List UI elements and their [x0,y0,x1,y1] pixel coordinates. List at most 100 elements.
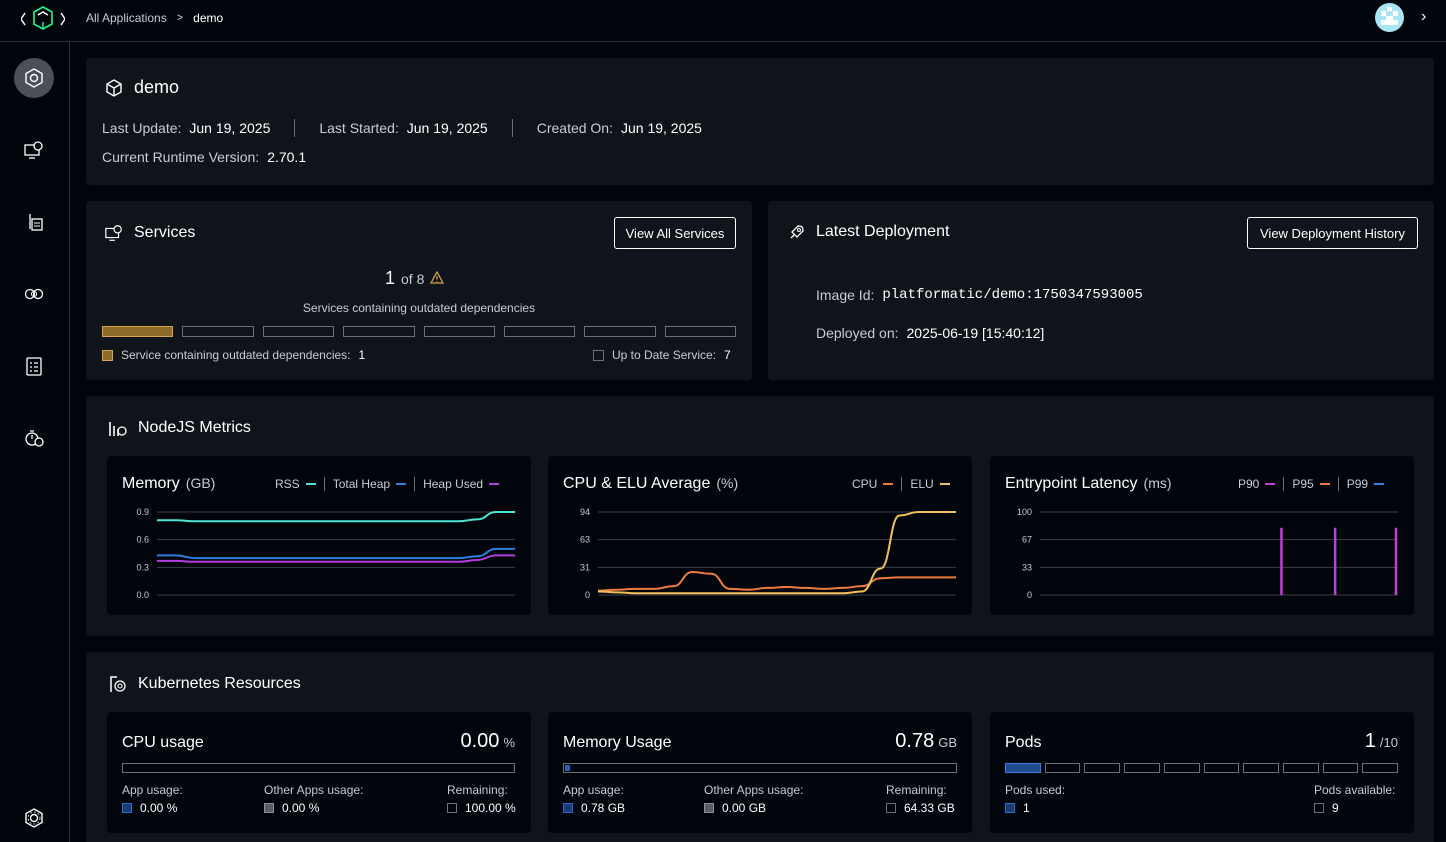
k8s-pods-used-label: Pods used: [1005,783,1066,797]
hexagon-gear-icon [25,68,43,88]
memory-title-text: Memory [122,475,180,492]
outdated-legend: Service containing outdated dependencies… [102,348,365,362]
latency-chart: 100 67 33 0 [1017,507,1398,600]
k8s-pods-title: Pods [1005,734,1042,751]
latency-chart-card [990,456,1414,615]
avatar[interactable] [1375,3,1404,32]
sidebar [0,42,70,842]
y-tick-label: 33 [1022,562,1032,572]
y-tick-label: 0.0 [136,590,149,600]
services-title-text: Services [134,224,196,241]
memory-legend: RSS Total Heap Heap Used [275,477,500,491]
stopwatch-gear-icon [25,430,44,447]
last-started-value: Jun 19, 2025 [406,120,488,136]
latency-title-text: Entrypoint Latency [1005,475,1138,492]
deployment-title-text: Latest Deployment [816,223,950,240]
legend-p90: P90 [1238,477,1276,491]
nodejs-metrics-title-text: NodeJS Metrics [138,419,251,436]
cpu-chart-title: CPU & ELU Average (%) [563,475,738,493]
memory-line-chart: 0.9 0.6 0.3 0.0 [136,507,515,600]
breadcrumb-all-applications[interactable]: All Applications [86,11,167,25]
k8s-cpu-other-label: Other Apps usage: [264,783,364,797]
service-bar [664,326,736,337]
platformatic-logo-icon[interactable] [21,5,65,33]
pod-bar [1084,763,1121,773]
k8s-pods-used-value: 1 [1005,801,1030,815]
pod-bar [1243,763,1279,773]
k8s-cpu-title: CPU usage [122,734,204,751]
runtime-value: 2.70.1 [267,149,307,165]
services-title: Services [104,223,195,243]
series-line-heap-used [157,554,515,563]
warning-icon [430,271,445,284]
linked-circles-icon [24,288,44,300]
y-tick-label: 67 [1022,535,1032,545]
app-title: demo [104,77,179,98]
service-bar [262,326,335,337]
services-panel [86,201,752,380]
created-on-label: Created On: [536,120,613,136]
view-deployment-history-button[interactable]: View Deployment History [1247,217,1418,249]
y-tick-label: 0 [585,590,590,600]
services-status-bars [102,326,736,337]
pod-bar-used [1005,763,1041,773]
legend-heap-used: Heap Used [423,477,500,491]
k8s-cpu-app-label: App usage: [122,783,183,797]
uptodate-legend-label: Up to Date Service: [612,348,717,362]
chevron-right-icon[interactable]: › [1421,8,1427,25]
sidebar-item-services[interactable] [14,130,54,170]
y-tick-label: 0.9 [136,507,149,517]
deployed-on-value: 2025-06-19 [15:40:12] [906,325,1045,341]
rocket-icon [790,225,804,239]
outdated-swatch [102,349,113,361]
pod-bar [1044,763,1081,773]
memory-unit: (GB) [185,475,216,491]
sidebar-item-overview[interactable] [14,58,54,98]
y-tick-label: 0 [1027,590,1032,600]
image-id-label: Image Id: [816,287,875,303]
pod-bar [1322,763,1359,773]
service-bar [584,326,656,337]
k8s-memory-remaining-label: Remaining: [886,783,947,797]
latency-legend: P90 P95 P99 [1238,477,1385,491]
uptodate-legend: Up to Date Service: 7 [593,348,731,362]
y-tick-label: 31 [580,562,590,572]
latency-unit: (ms) [1143,475,1172,491]
k8s-memory-title: Memory Usage [563,734,672,751]
latency-chart-title: Entrypoint Latency (ms) [1005,475,1172,493]
memory-chart-card [107,456,531,615]
app-summary-panel [86,58,1434,185]
service-bar [343,326,415,337]
y-tick-label: 94 [580,507,590,517]
k8s-pods-bars [1005,763,1399,773]
uptodate-swatch [593,349,604,361]
sidebar-item-checklist[interactable] [14,346,54,386]
view-all-services-button[interactable]: View All Services [614,217,736,249]
legend-rss: RSS [275,477,316,491]
k8s-memory-bar-fill [565,765,570,771]
k8s-pods-value: 1/10 [1364,730,1398,752]
cpu-title-text: CPU & ELU Average [563,475,711,492]
sidebar-item-settings[interactable] [14,798,54,838]
divider [511,119,513,137]
sidebar-item-connections[interactable] [14,274,54,314]
created-on-value: Jun 19, 2025 [620,120,702,136]
top-bar: All Applications > demo › [0,0,1446,42]
sidebar-item-scheduled[interactable] [14,418,54,458]
image-id-value: platformatic/demo:1750347593005 [882,287,1143,303]
cpu-line-chart: 94 63 31 0 [580,507,956,600]
series-line-elu [597,511,956,595]
sidebar-item-logs[interactable] [14,202,54,242]
k8s-cpu-remaining-value: 100.00 % [447,801,516,815]
deployment-title: Latest Deployment [788,223,949,241]
kubernetes-title: Kubernetes Resources [108,674,301,694]
service-bar-outdated [102,326,174,337]
pod-bar [1163,763,1200,773]
k8s-cpu-remaining-label: Remaining: [447,783,508,797]
pod-bar [1362,763,1399,773]
outdated-legend-label: Service containing outdated dependencies… [121,348,351,362]
uptodate-legend-value: 7 [724,348,731,362]
pod-bar [1124,763,1160,773]
services-count: 1 of 8 [385,268,445,289]
k8s-cpu-app-value: 0.00 % [122,801,177,815]
